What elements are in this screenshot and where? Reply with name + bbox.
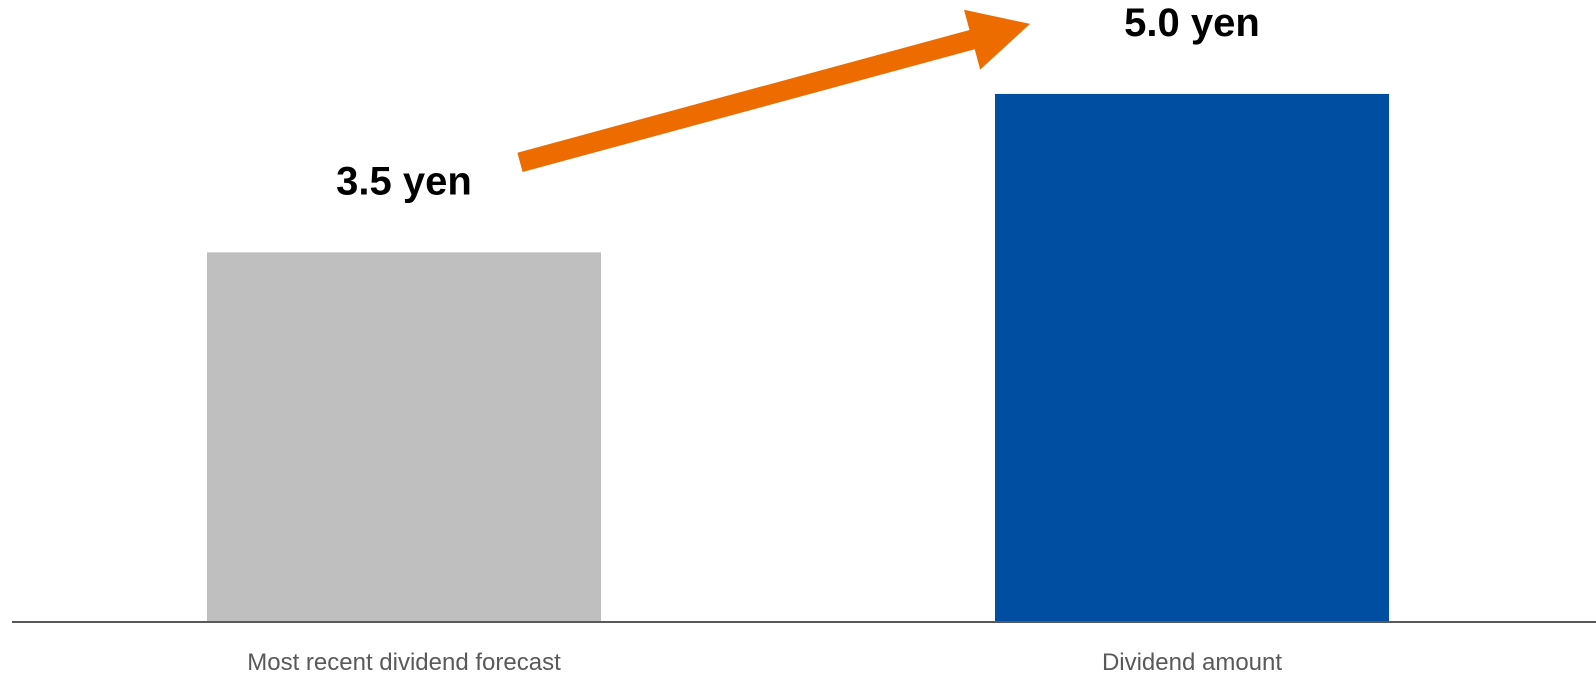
category-label-1: Dividend amount xyxy=(1102,649,1282,676)
bar-0 xyxy=(207,252,601,622)
increase-arrow xyxy=(517,9,1030,173)
increase-arrow-shape xyxy=(517,9,1030,173)
bars-layer xyxy=(207,93,1389,623)
bar-1 xyxy=(995,93,1389,623)
category-label-0: Most recent dividend forecast xyxy=(247,649,561,676)
value-label-1: 5.0 yen xyxy=(1124,1,1260,45)
labels-layer: 3.5 yen Most recent dividend forecast 5.0 … xyxy=(247,1,1282,676)
value-label-0: 3.5 yen xyxy=(336,159,472,203)
